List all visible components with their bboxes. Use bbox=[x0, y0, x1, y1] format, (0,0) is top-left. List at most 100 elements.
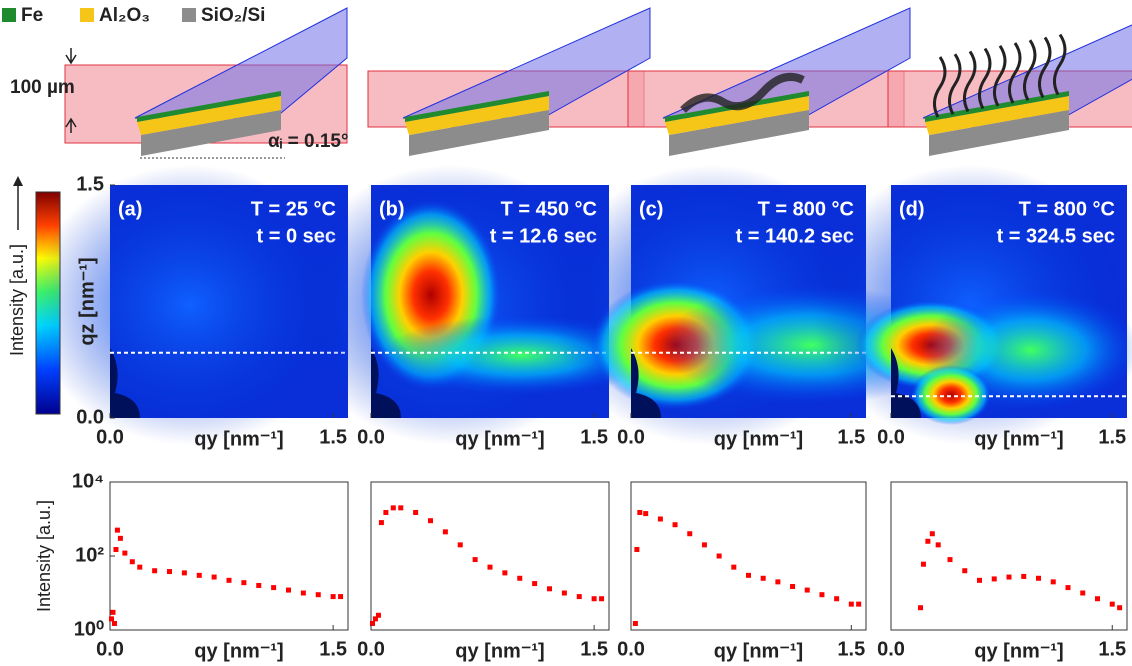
point bbox=[561, 590, 567, 596]
annotation: T = 800 °C bbox=[758, 198, 854, 220]
legend-swatch bbox=[80, 8, 94, 22]
point bbox=[925, 538, 931, 544]
point bbox=[372, 616, 378, 622]
substrate bbox=[929, 110, 1069, 156]
point bbox=[632, 620, 638, 626]
x-tick-label: 0.0 bbox=[357, 638, 385, 660]
iron bbox=[137, 91, 281, 122]
point bbox=[657, 516, 663, 522]
nanotube bbox=[933, 56, 947, 118]
point bbox=[1117, 605, 1123, 611]
alumina bbox=[405, 96, 549, 135]
annotation: T = 450 °C bbox=[501, 198, 597, 220]
point bbox=[122, 550, 128, 556]
nanotube bbox=[1053, 33, 1067, 96]
point bbox=[637, 509, 643, 515]
point bbox=[390, 505, 396, 511]
x-tick-label: 1.5 bbox=[1098, 638, 1126, 660]
substrate bbox=[141, 110, 281, 156]
nanotube bbox=[948, 53, 962, 115]
nanotube bbox=[963, 50, 977, 113]
point bbox=[848, 601, 854, 607]
substrate bbox=[409, 110, 549, 156]
point bbox=[532, 581, 538, 587]
point bbox=[977, 577, 982, 583]
annotation: t = 140.2 sec bbox=[736, 225, 854, 247]
panel-label: (d) bbox=[899, 198, 925, 220]
point bbox=[935, 542, 941, 548]
nanotube bbox=[993, 44, 1007, 107]
x-tick-label: 0.0 bbox=[617, 638, 645, 660]
point bbox=[920, 561, 926, 567]
point bbox=[591, 596, 597, 602]
point bbox=[181, 570, 187, 576]
point bbox=[256, 582, 262, 588]
point bbox=[790, 583, 796, 589]
nanotube bbox=[1008, 42, 1022, 104]
iron bbox=[405, 91, 549, 122]
nanotube bbox=[1038, 36, 1052, 99]
y-tick-label: 10⁰ bbox=[74, 618, 104, 640]
point bbox=[1036, 575, 1041, 581]
substrate bbox=[669, 110, 809, 156]
point bbox=[398, 505, 404, 511]
point bbox=[576, 594, 582, 600]
x-tick-label: 0.0 bbox=[96, 426, 124, 448]
point bbox=[413, 509, 419, 515]
plot-frame bbox=[630, 481, 867, 631]
legend-label: SiO₂/Si bbox=[201, 5, 265, 26]
iron bbox=[925, 91, 1069, 122]
point bbox=[315, 592, 321, 598]
point bbox=[929, 531, 935, 537]
point bbox=[760, 575, 766, 581]
colorbar-label: Intensity [a.u.] bbox=[7, 244, 27, 356]
point bbox=[599, 596, 605, 602]
x-tick-label: 1.5 bbox=[837, 426, 865, 448]
y-axis-label: qz [nm⁻¹] bbox=[76, 257, 98, 345]
annotation: T = 800 °C bbox=[1019, 198, 1115, 220]
x-tick-label: 0.0 bbox=[96, 638, 124, 660]
alumina bbox=[925, 96, 1069, 135]
beamstop bbox=[891, 348, 921, 418]
point bbox=[634, 546, 640, 552]
point bbox=[643, 511, 649, 517]
point bbox=[1021, 573, 1027, 579]
point bbox=[428, 518, 433, 524]
point bbox=[834, 596, 840, 602]
point bbox=[947, 557, 953, 563]
legend-label: Fe bbox=[21, 5, 43, 26]
angle-label: αᵢ = 0.15° bbox=[268, 131, 349, 152]
point bbox=[457, 542, 463, 548]
panel-label: (a) bbox=[118, 198, 142, 220]
point bbox=[111, 620, 117, 626]
alumina bbox=[137, 96, 281, 135]
legend-label: Al₂O₃ bbox=[99, 5, 150, 26]
point bbox=[1095, 596, 1100, 602]
y-tick-label: 10² bbox=[75, 544, 104, 566]
point bbox=[378, 520, 384, 526]
point bbox=[1065, 585, 1071, 591]
point bbox=[286, 587, 291, 593]
point bbox=[167, 569, 172, 575]
x-tick-label: 1.5 bbox=[580, 426, 608, 448]
panel-label: (b) bbox=[379, 198, 405, 220]
plot-frame bbox=[109, 481, 349, 631]
colorbar-arrow-head bbox=[13, 176, 23, 186]
point bbox=[1109, 601, 1115, 607]
point bbox=[241, 580, 247, 586]
point bbox=[383, 509, 389, 515]
x-tick-label: 0.0 bbox=[617, 426, 645, 448]
point bbox=[918, 605, 923, 611]
beamstop bbox=[631, 348, 661, 418]
point bbox=[152, 568, 158, 574]
heatmap-intensity bbox=[911, 365, 991, 425]
thickness-arrows bbox=[65, 48, 77, 133]
point bbox=[117, 535, 123, 541]
point bbox=[687, 531, 693, 537]
thickness-label: 100 µm bbox=[10, 77, 75, 98]
beamstop bbox=[371, 348, 401, 418]
x-tick-label: 0.0 bbox=[357, 426, 385, 448]
point bbox=[672, 522, 678, 528]
point bbox=[369, 620, 375, 626]
annotation: t = 324.5 sec bbox=[997, 225, 1115, 247]
